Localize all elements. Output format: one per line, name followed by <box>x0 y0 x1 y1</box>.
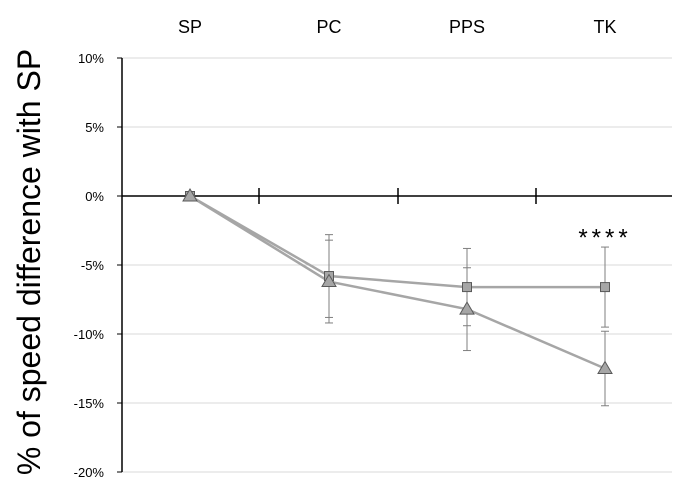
y-axis-title: % of speed difference with SP <box>11 49 47 475</box>
category-label: PPS <box>449 17 485 37</box>
y-tick-label: 10% <box>78 51 104 66</box>
y-tick-label: -5% <box>81 258 105 273</box>
y-tick-label: -15% <box>74 396 105 411</box>
gridlines <box>122 57 672 473</box>
triangle-marker <box>597 360 613 374</box>
square-marker <box>462 282 472 293</box>
y-tick-label: -10% <box>74 327 105 342</box>
labels: 10% 5% 0% -5% -10% -15% -20% SP PC PPS TK % of spee… <box>11 17 631 480</box>
series-group <box>182 188 613 407</box>
y-tick-label: 5% <box>85 120 104 135</box>
axes <box>117 57 672 473</box>
triangle-marker <box>459 301 475 315</box>
category-label: PC <box>316 17 341 37</box>
triangle-marker <box>182 188 198 202</box>
significance-annotation: **** <box>578 224 631 251</box>
y-tick-label: -20% <box>74 465 105 480</box>
category-label: TK <box>593 17 616 37</box>
square-marker <box>600 282 610 293</box>
category-label: SP <box>178 17 202 37</box>
y-tick-label: 0% <box>85 189 104 204</box>
series-line <box>189 194 606 370</box>
triangle-marker <box>321 273 337 288</box>
series-line <box>189 194 605 289</box>
